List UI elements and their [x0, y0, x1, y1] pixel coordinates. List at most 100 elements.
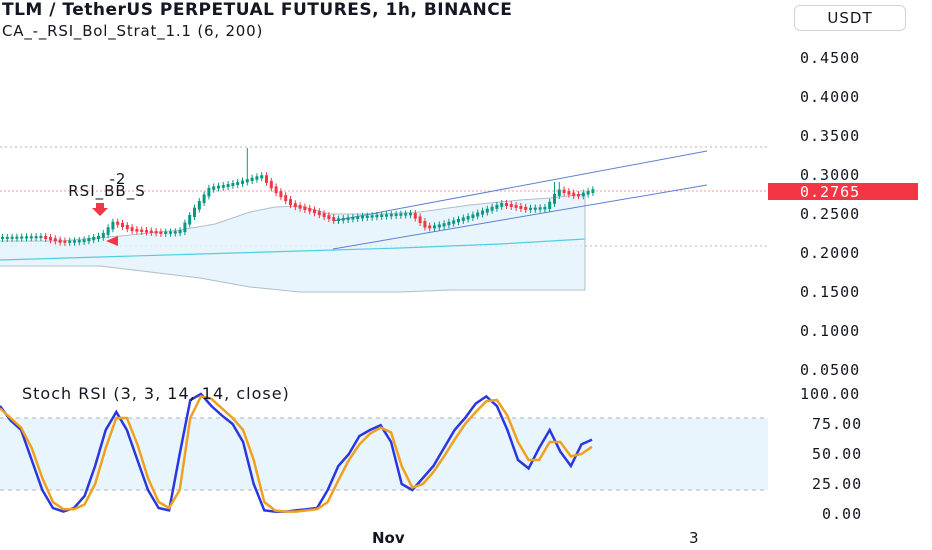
- price-label: 0.2000: [800, 244, 860, 262]
- sell-marker-icon: [106, 236, 118, 246]
- stoch-rsi-title[interactable]: Stoch RSI (3, 3, 14, 14, close): [22, 384, 290, 403]
- candle-body: [313, 209, 316, 214]
- time-label: Nov: [372, 529, 405, 547]
- bollinger-lower-line: [0, 194, 586, 293]
- candle-body: [471, 214, 475, 219]
- candle-body: [457, 218, 460, 223]
- candle-body: [399, 213, 403, 216]
- candle-body: [58, 239, 62, 243]
- candle-body: [337, 218, 340, 221]
- candle-body: [20, 236, 24, 239]
- candle-body: [370, 215, 374, 218]
- symbol-title[interactable]: TLM / TetherUS PERPETUAL FUTURES, 1h, BI…: [2, 0, 513, 20]
- candle-body: [289, 199, 292, 206]
- stoch-axis-label: 0.00: [822, 505, 862, 523]
- candle-body: [356, 216, 360, 219]
- stoch-axis[interactable]: 100.00 75.00 50.00 25.00 0.00: [800, 385, 862, 523]
- candle-body: [524, 206, 528, 210]
- candle-body: [44, 236, 48, 240]
- stoch-axis-label: 75.00: [812, 415, 862, 433]
- price-label: 0.4000: [800, 88, 860, 106]
- bollinger-basis-line: [0, 238, 586, 261]
- candle-body: [586, 190, 590, 195]
- indicator-title[interactable]: CA_-_RSI_Bol_Strat_1.1 (6, 200): [2, 22, 264, 40]
- candle-body: [82, 239, 86, 243]
- candle-body: [394, 213, 398, 217]
- price-label: 0.1000: [800, 322, 860, 340]
- candle-body: [92, 236, 96, 241]
- candle-body: [452, 220, 456, 224]
- candle-body: [226, 184, 230, 188]
- candle-body: [409, 213, 412, 216]
- candle-body: [269, 180, 273, 189]
- candle-body: [389, 214, 393, 217]
- candle-body: [284, 195, 288, 202]
- price-axis[interactable]: 0.4500 0.4000 0.3500 0.3000 0.2500 0.200…: [800, 49, 860, 379]
- candle-body: [495, 204, 499, 209]
- candle-body: [481, 210, 484, 215]
- candle-body: [514, 204, 518, 208]
- stoch-rsi-lines: [0, 392, 593, 513]
- candle-body: [135, 229, 139, 232]
- candle-body: [236, 181, 240, 185]
- candle-body: [154, 230, 158, 234]
- price-label: 0.4500: [800, 49, 860, 67]
- candle-body: [548, 201, 552, 210]
- candle-body: [25, 236, 28, 239]
- candle-body: [255, 176, 259, 180]
- candle-body: [188, 214, 192, 225]
- candle-body: [418, 216, 422, 224]
- price-label: 0.3500: [800, 127, 860, 145]
- candle-body: [385, 214, 388, 217]
- candle-body: [231, 182, 235, 187]
- candle-body: [298, 205, 302, 209]
- candle-body: [164, 231, 168, 234]
- candle-body: [466, 216, 470, 220]
- candle-body: [500, 203, 504, 207]
- channel-upper-line: [332, 150, 708, 222]
- candle-body: [404, 213, 408, 216]
- candle-body: [77, 240, 81, 243]
- current-price-value: 0.2765: [800, 183, 860, 201]
- currency-selector[interactable]: USDT: [794, 5, 906, 31]
- candle-body: [260, 175, 264, 179]
- candle-body: [145, 230, 148, 233]
- channel-lower-line: [332, 184, 708, 250]
- candle-body: [433, 225, 436, 229]
- candle-body: [577, 194, 580, 197]
- stoch-d-line: [0, 394, 593, 513]
- candle-body: [159, 231, 163, 234]
- candle-body: [346, 217, 350, 220]
- candle-body: [591, 189, 595, 193]
- candle-body: [303, 206, 307, 211]
- candle-body: [533, 207, 537, 210]
- candle-body: [125, 225, 129, 230]
- candle-body: [538, 207, 542, 210]
- candle-body: [101, 232, 105, 238]
- candle-body: [572, 192, 576, 197]
- candle-body: [509, 204, 513, 207]
- candle-body: [140, 229, 144, 233]
- candle-body: [34, 236, 38, 239]
- candle-body: [351, 216, 355, 220]
- stoch-axis-label: 100.00: [800, 385, 860, 403]
- time-label: 3: [689, 529, 699, 547]
- candle-body: [581, 192, 585, 197]
- candle-body: [53, 238, 57, 242]
- candle-body: [361, 215, 364, 219]
- candle-body: [317, 211, 321, 216]
- candle-body: [519, 205, 523, 209]
- candle-body: [365, 215, 369, 218]
- strategy-signal-name: RSI_BB_S: [68, 182, 145, 201]
- candle-body: [332, 217, 336, 221]
- time-axis[interactable]: Nov 3: [372, 529, 699, 547]
- candle-body: [442, 223, 446, 227]
- candlestick-series: [1, 148, 595, 246]
- candle-body: [97, 235, 100, 239]
- candle-body: [485, 208, 489, 213]
- candle-body: [245, 179, 249, 183]
- candle-body: [241, 180, 244, 184]
- candle-body: [207, 187, 211, 197]
- price-label: 0.3000: [800, 166, 860, 184]
